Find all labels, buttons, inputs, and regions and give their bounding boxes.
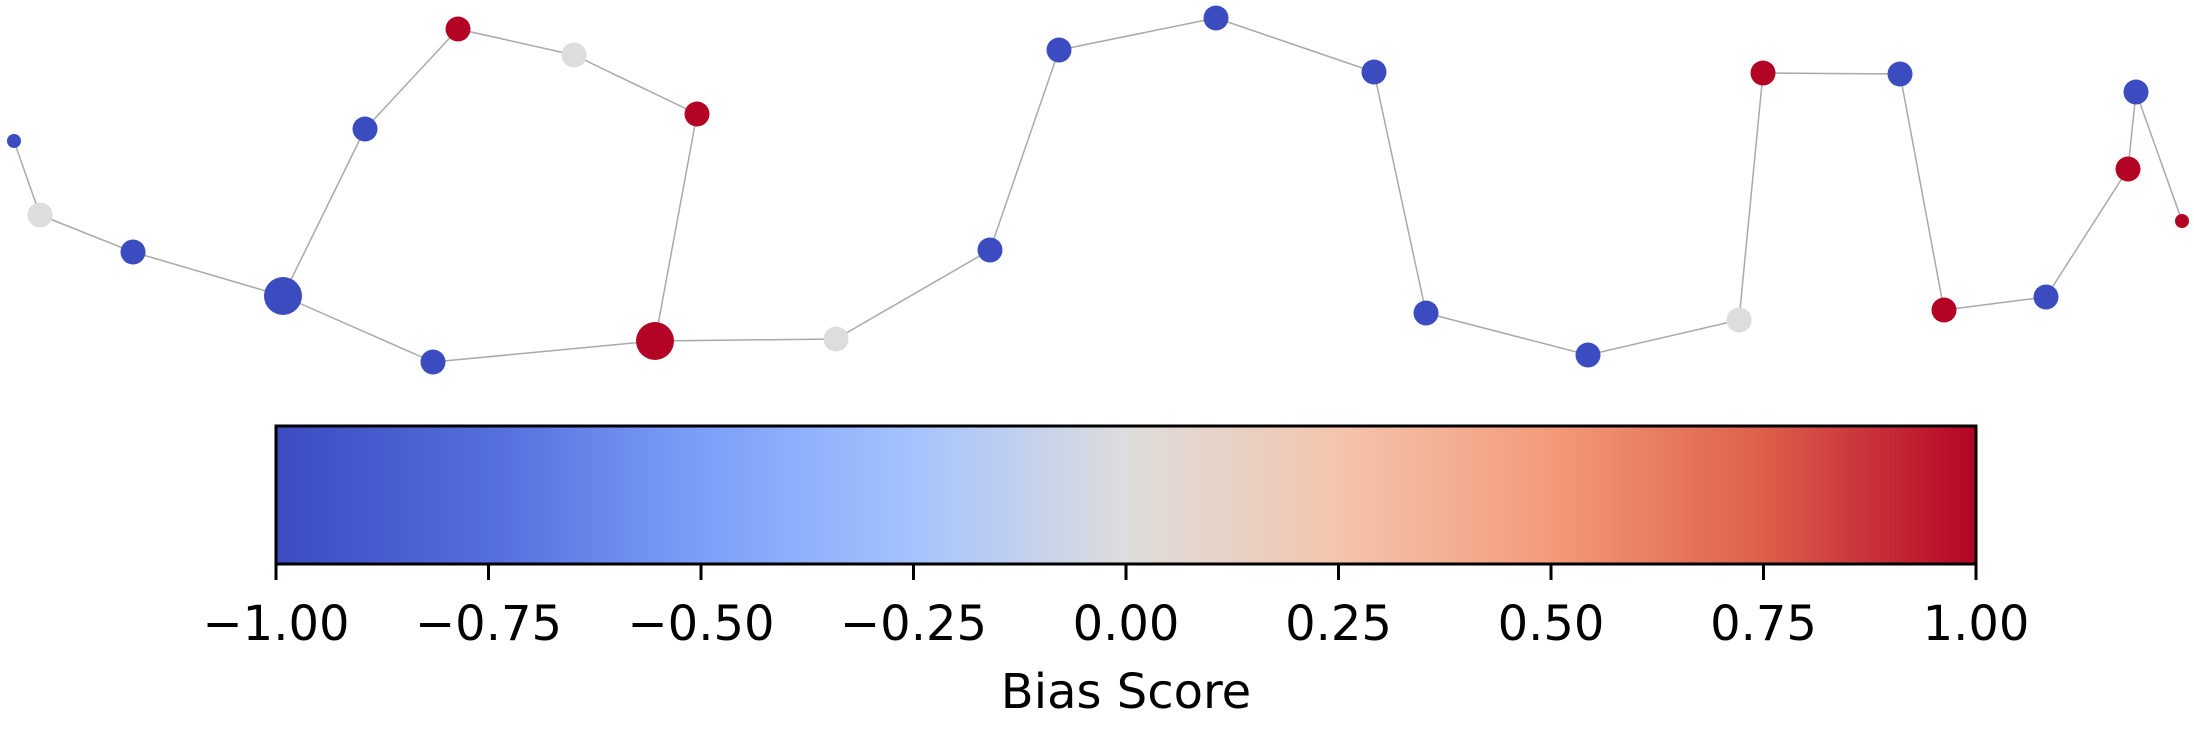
colorbar-tick-label: 0.50 [1498,596,1605,652]
network-node [1203,5,1229,31]
network-edge [1943,296,2047,311]
network-edges [13,17,2183,363]
network-node [2033,284,2059,310]
network-node [352,116,378,142]
colorbar-tick-label: −0.75 [415,596,562,652]
network-node [120,239,146,265]
network-node [684,101,710,127]
network-node [445,16,471,42]
network-edge [1587,319,1740,356]
network-edge [1738,72,1764,321]
network-node [823,326,849,352]
network-edge [1762,72,1901,75]
network-node [27,202,53,228]
network-node [561,42,587,68]
colorbar: −1.00 −0.75 −0.50 −0.25 0.00 0.25 0.50 0.75 1.00… [202,424,2029,720]
network-node [1575,342,1601,368]
network-node [2175,214,2189,228]
colorbar-tick-label: −1.00 [202,596,349,652]
network-node [1931,297,1957,323]
network-node [1361,59,1387,85]
network-node [1413,300,1439,326]
network-node [1750,60,1776,86]
network-edge [989,49,1060,251]
network-edge [1215,17,1375,73]
network-edge [13,140,41,216]
network-node [420,349,446,375]
network-edge [654,113,698,342]
colorbar-bar [274,424,1978,566]
network-edge [132,251,284,297]
network-node [2123,79,2149,105]
network-node [1726,307,1752,333]
network-edge [2135,91,2183,222]
network-edge [2127,91,2137,170]
colorbar-ticks: −1.00 −0.75 −0.50 −0.25 0.00 0.25 0.50 0.75 1.00 [202,564,2029,652]
colorbar-tick-label: 1.00 [1923,596,2030,652]
network-edge [1425,312,1589,356]
network-edge [1373,71,1427,314]
network-edge [2045,168,2129,298]
network-edge [282,128,366,297]
colorbar-tick-label: −0.50 [627,596,774,652]
colorbar-label: Bias Score [1001,664,1251,720]
network-edge [654,338,837,342]
network-edge [1899,73,1945,311]
network-edge [282,295,434,363]
colorbar-tick-label: 0.25 [1285,596,1392,652]
network-edge [1058,17,1217,51]
network-node [977,237,1003,263]
colorbar-tick-label: 0.00 [1073,596,1180,652]
network-node [1046,37,1072,63]
network-node [636,322,674,360]
network-node [1887,61,1913,87]
network-nodes [7,5,2189,375]
network-edge [364,28,459,130]
network-node [264,277,302,315]
colorbar-tick-label: −0.25 [840,596,987,652]
network-edge [457,28,575,56]
colorbar-tick-label: 0.75 [1710,596,1817,652]
network-edge [39,214,134,253]
network-node [7,134,21,148]
network-edge [573,54,698,115]
network-edge [835,249,991,340]
network-node [2115,156,2141,182]
network-edge [432,340,656,363]
